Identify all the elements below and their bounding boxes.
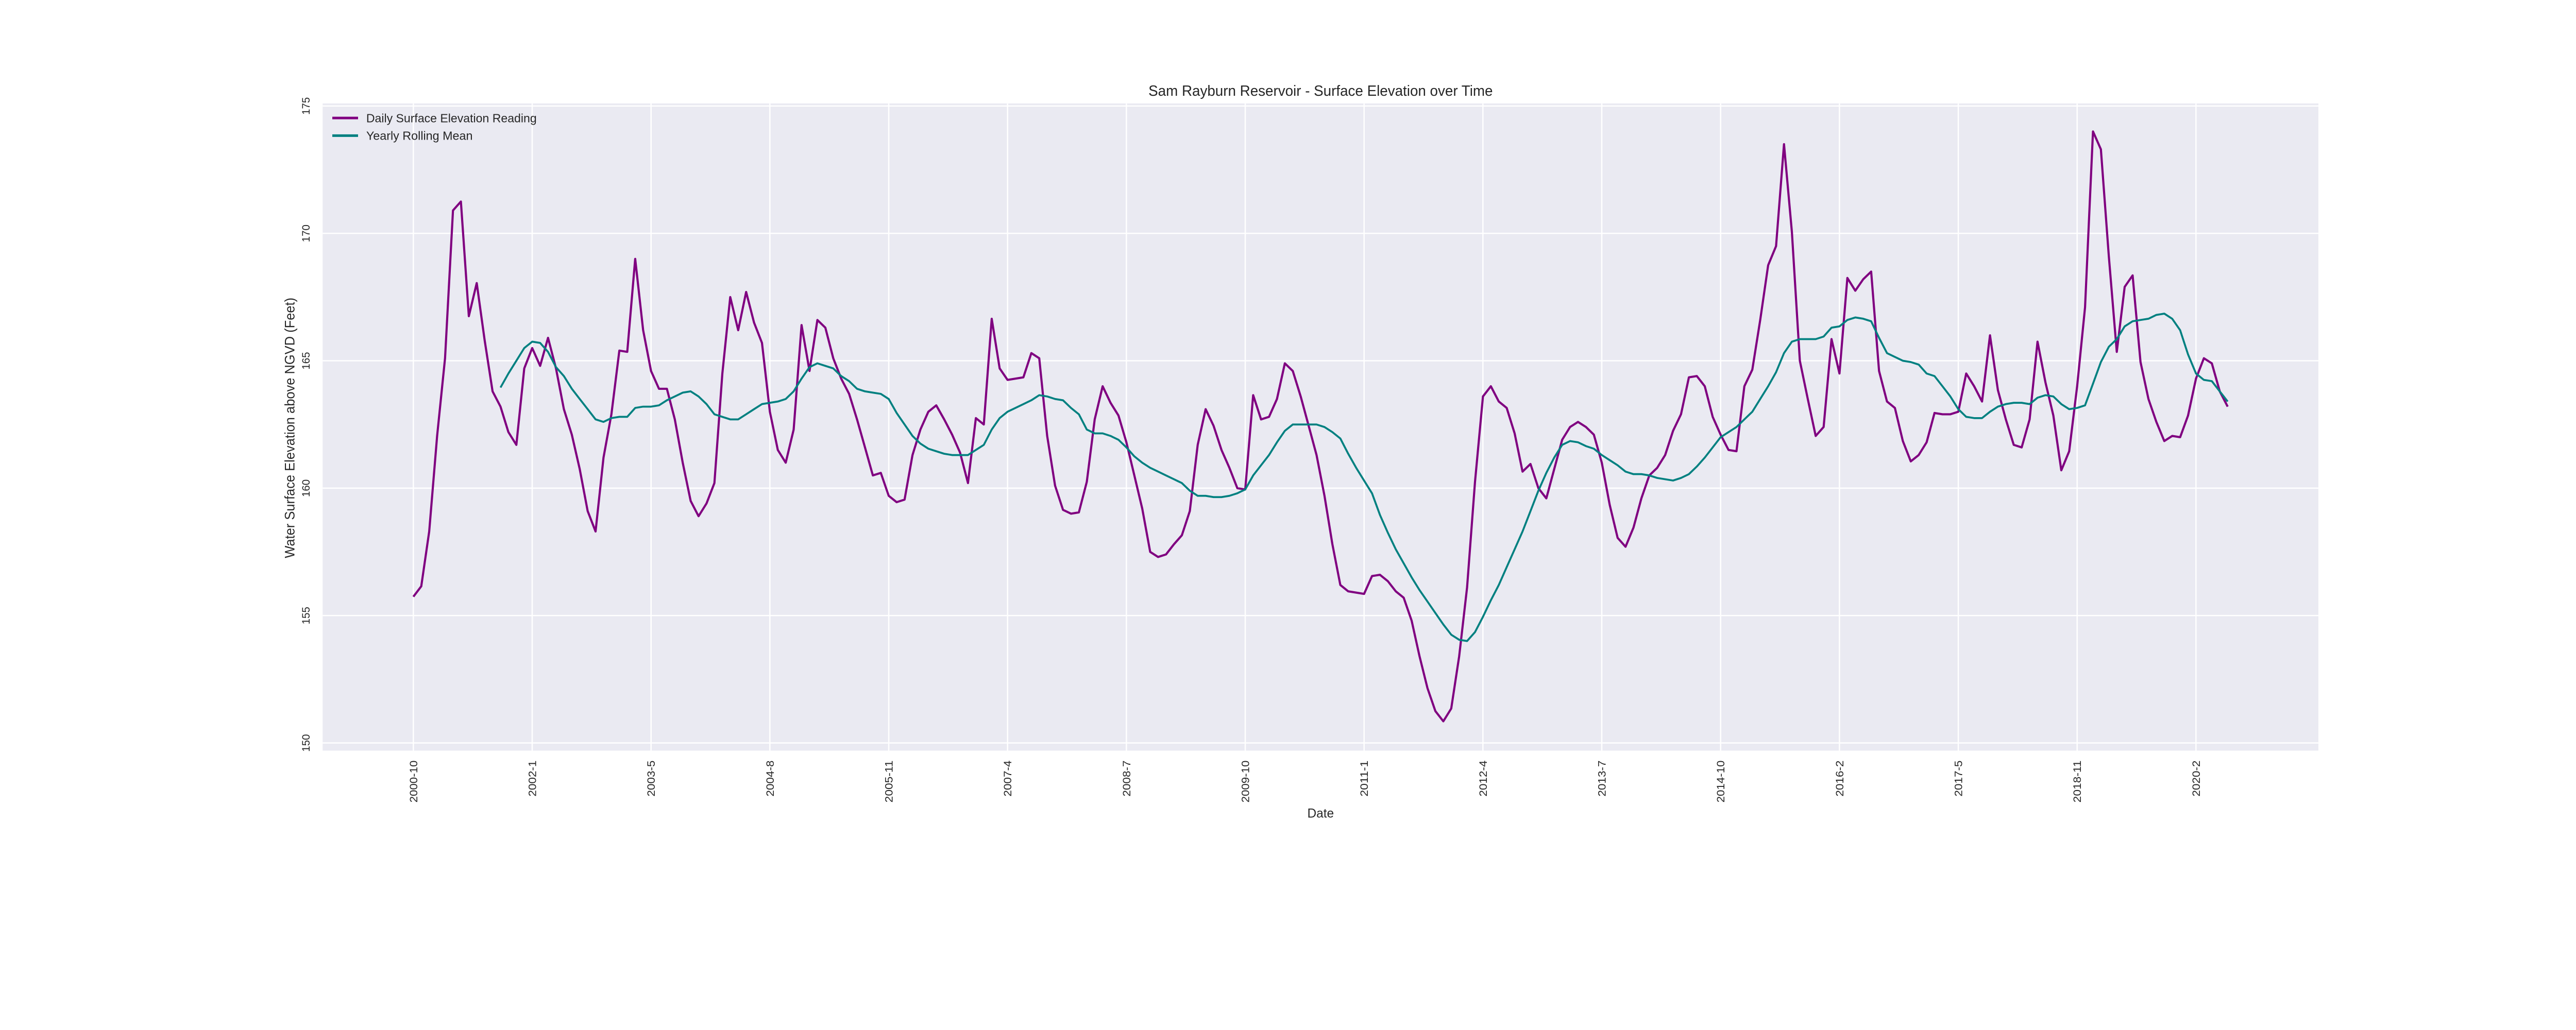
x-tick-label: 2004-8 [765,761,776,797]
y-tick-label: 150 [299,734,312,752]
chart-title: Sam Rayburn Reservoir - Surface Elevatio… [1148,83,1493,99]
plot-area [323,103,2318,751]
rolling-mean-line [499,313,2229,642]
x-tick-label: 2002-1 [527,761,538,797]
grid-lines [323,103,2318,751]
series-lines [412,130,2229,723]
y-tick-label: 155 [299,607,312,624]
x-tick-label: 2016-2 [1834,761,1846,797]
x-tick-label: 2014-10 [1715,761,1727,803]
x-tick-label: 2007-4 [1002,761,1014,797]
y-axis-label: Water Surface Elevation above NGVD (Feet… [282,298,298,558]
x-tick-label: 2018-11 [2072,761,2083,803]
daily-reading-line [412,130,2229,723]
x-axis-label: Date [1307,806,1334,820]
x-tick-label: 2003-5 [646,761,657,797]
y-tick-label: 165 [299,352,312,369]
x-tick-label: 2012-4 [1478,761,1489,797]
x-tick-label: 2020-2 [2191,761,2202,797]
y-tick-label: 160 [299,479,312,497]
x-tick-label: 2013-7 [1597,761,1608,797]
x-tick-label: 2009-10 [1240,761,1252,803]
elevation-chart: 2000-10 2002-1 2003-5 2004-8 2005-11 2007-4 20… [282,83,2318,820]
y-tick-labels: 150 155 160 165 170 175 [299,97,312,752]
x-tick-label: 2008-7 [1121,761,1133,797]
x-tick-label: 2011-1 [1359,761,1370,797]
x-tick-label: 2017-5 [1953,761,1965,797]
legend-label-daily: Daily Surface Elevation Reading [366,111,537,125]
x-tick-labels: 2000-10 2002-1 2003-5 2004-8 2005-11 2007-4 20… [408,761,2202,803]
y-tick-label: 170 [299,225,312,242]
legend: Daily Surface Elevation Reading Yearly R… [332,111,537,143]
x-tick-label: 2005-11 [884,761,895,803]
legend-label-rolling-mean: Yearly Rolling Mean [366,129,473,143]
y-tick-label: 175 [299,97,312,115]
x-tick-label: 2000-10 [408,761,420,803]
